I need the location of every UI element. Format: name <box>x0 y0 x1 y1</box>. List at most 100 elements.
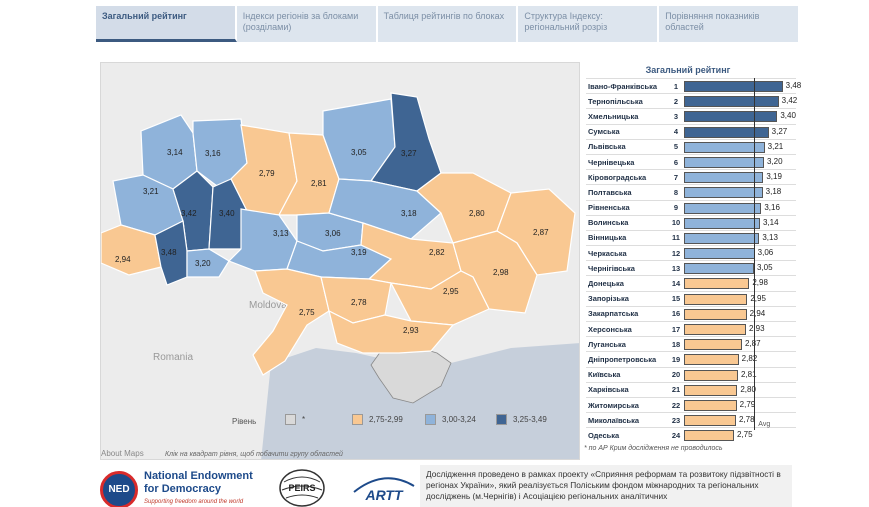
tab-overall-rating[interactable]: Загальний рейтинг <box>96 6 237 42</box>
ranking-row[interactable]: Рівненська 9 3,16 <box>586 199 796 215</box>
ukraine-map[interactable]: Moldova Romania <box>100 62 580 460</box>
ned-name-line1: National Endowment <box>144 470 253 482</box>
ranking-bar[interactable] <box>684 141 765 153</box>
ranking-row[interactable]: Запорізька 15 2,95 <box>586 290 796 306</box>
artt-logo[interactable]: ARTT <box>352 472 416 507</box>
ranking-bar-cell: 2,80 <box>684 383 796 397</box>
ranking-row[interactable]: Луганська 18 2,87 <box>586 336 796 351</box>
ranking-row[interactable]: Херсонська 17 2,93 <box>586 321 796 336</box>
ranking-row[interactable]: Чернігівська 13 3,05 <box>586 260 796 275</box>
region-poltavska[interactable] <box>328 178 442 240</box>
peirs-logo[interactable]: PEIRS <box>278 468 326 507</box>
map-value: 2,82 <box>429 248 445 257</box>
ranking-position: 5 <box>673 142 679 152</box>
ranking-bar[interactable] <box>684 111 778 123</box>
map-value: 3,18 <box>401 209 417 218</box>
artt-logo-text: ARTT <box>364 487 404 503</box>
tab-rating-table[interactable]: Таблиця рейтингів по блоках <box>378 6 519 42</box>
map-value: 3,40 <box>219 209 235 218</box>
ranking-row[interactable]: Закарпатська 16 2,94 <box>586 305 796 321</box>
region-odeska[interactable] <box>252 268 330 376</box>
tab-bar: Загальний рейтинг Індекси регіонів за бл… <box>96 6 798 42</box>
ranking-bar[interactable] <box>684 339 742 351</box>
ranking-bar[interactable] <box>684 415 736 427</box>
region-chernivetska[interactable] <box>186 248 230 278</box>
average-label: Avg <box>758 421 771 428</box>
ranking-bar[interactable] <box>684 369 738 381</box>
tab-index-structure[interactable]: Структура Індексу: регіональний розріз <box>518 6 660 42</box>
legend-item-none[interactable]: * <box>285 414 305 425</box>
ranking-value-label: 3,13 <box>762 232 778 242</box>
ranking-value-label: 2,81 <box>741 369 757 379</box>
ranking-value-label: 3,19 <box>766 172 782 182</box>
ranking-bar[interactable] <box>684 384 738 396</box>
ranking-bar[interactable] <box>684 217 760 229</box>
tab-region-comparison[interactable]: Порівняння показників областей <box>665 11 760 32</box>
ranking-row[interactable]: Кіровоградська 7 3,19 <box>586 169 796 184</box>
about-maps-link[interactable]: About Maps <box>101 449 144 458</box>
ranking-region-name: Дніпропетровська <box>588 354 657 364</box>
ranking-bar[interactable] <box>684 232 760 244</box>
ranking-bar[interactable] <box>684 172 764 184</box>
ranking-bar[interactable] <box>684 202 762 214</box>
region-khersonska[interactable] <box>328 309 455 354</box>
ranking-row[interactable]: Миколаївська 23 2,78 <box>586 412 796 427</box>
legend-swatch <box>496 414 507 425</box>
ranking-position: 11 <box>672 233 680 243</box>
map-value: 2,94 <box>115 255 131 264</box>
ranking-bar[interactable] <box>684 187 763 199</box>
legend-item-high[interactable]: 3,25-3,49 <box>496 414 547 425</box>
ranking-bar[interactable] <box>684 248 755 260</box>
ranking-row[interactable]: Полтавська 8 3,18 <box>586 184 796 199</box>
ranking-bar-cell: 3,27 <box>684 125 796 139</box>
ranking-bar[interactable] <box>684 308 747 320</box>
ranking-bar-cell: 2,78 <box>684 413 796 427</box>
ranking-row[interactable]: Одеська 24 2,75 <box>586 427 796 442</box>
map-value: 3,48 <box>161 248 177 257</box>
ranking-title: Загальний рейтинг <box>645 65 731 75</box>
ranking-bar[interactable] <box>684 354 739 366</box>
legend-item-mid[interactable]: 3,00-3,24 <box>425 414 476 425</box>
ranking-region-name: Донецька <box>588 279 624 289</box>
ranking-bar[interactable] <box>684 263 754 275</box>
ranking-row[interactable]: Харківська 21 2,80 <box>586 381 796 397</box>
ranking-row[interactable]: Волинська 10 3,14 <box>586 214 796 230</box>
ranking-row[interactable]: Львівська 5 3,21 <box>586 138 796 154</box>
legend-item-low[interactable]: 2,75-2,99 <box>352 414 403 425</box>
ranking-bar-cell: 2,95 <box>684 292 796 306</box>
ranking-region-name: Тернопільська <box>588 96 643 106</box>
ranking-bar[interactable] <box>684 430 734 442</box>
ranking-bar[interactable] <box>684 126 769 138</box>
ranking-bar[interactable] <box>684 96 779 108</box>
ranking-bar[interactable] <box>684 156 764 168</box>
ranking-bar[interactable] <box>684 324 746 335</box>
ranking-bar[interactable] <box>684 293 748 305</box>
ranking-row[interactable]: Хмельницька 3 3,40 <box>586 108 796 123</box>
ranking-bar[interactable] <box>684 81 783 92</box>
map-value: 3,20 <box>195 259 211 268</box>
ranking-position: 17 <box>671 324 681 334</box>
ranking-row[interactable]: Дніпропетровська 19 2,82 <box>586 351 796 366</box>
ranking-bar-cell: 3,20 <box>684 155 796 169</box>
ranking-bar[interactable] <box>684 399 737 411</box>
ranking-position: 4 <box>673 127 679 137</box>
tab-indices-by-blocks[interactable]: Індекси регіонів за блоками (розділами) <box>237 6 378 42</box>
legend-swatch <box>425 414 436 425</box>
ned-emblem: NED <box>100 470 138 507</box>
map-value: 2,93 <box>403 326 419 335</box>
ranking-row[interactable]: Житомирська 22 2,79 <box>586 396 796 412</box>
ranking-row[interactable]: Донецька 14 2,98 <box>586 275 796 290</box>
map-value: 2,80 <box>469 209 485 218</box>
ranking-bar[interactable] <box>684 278 750 290</box>
ranking-table: Івано-Франківська 1 3,48 Тернопільська 2 3,42… <box>586 78 801 443</box>
ranking-row[interactable]: Черкаська 12 3,06 <box>586 245 796 260</box>
ranking-row[interactable]: Вінницька 11 3,13 <box>586 229 796 245</box>
ranking-row[interactable]: Київська 20 2,81 <box>586 366 796 382</box>
ranking-row[interactable]: Чернівецька 6 3,20 <box>586 153 796 169</box>
ned-logo[interactable]: NED National Endowment for Democracy Sup… <box>100 470 253 507</box>
ranking-row[interactable]: Тернопільська 2 3,42 <box>586 93 797 108</box>
ranking-row[interactable]: Івано-Франківська 1 3,48 <box>586 78 801 93</box>
ranking-row[interactable]: Сумська 4 3,27 <box>586 123 796 139</box>
ranking-bar-cell: 3,05 <box>684 261 796 275</box>
ranking-bar-cell: 3,40 <box>684 109 796 123</box>
